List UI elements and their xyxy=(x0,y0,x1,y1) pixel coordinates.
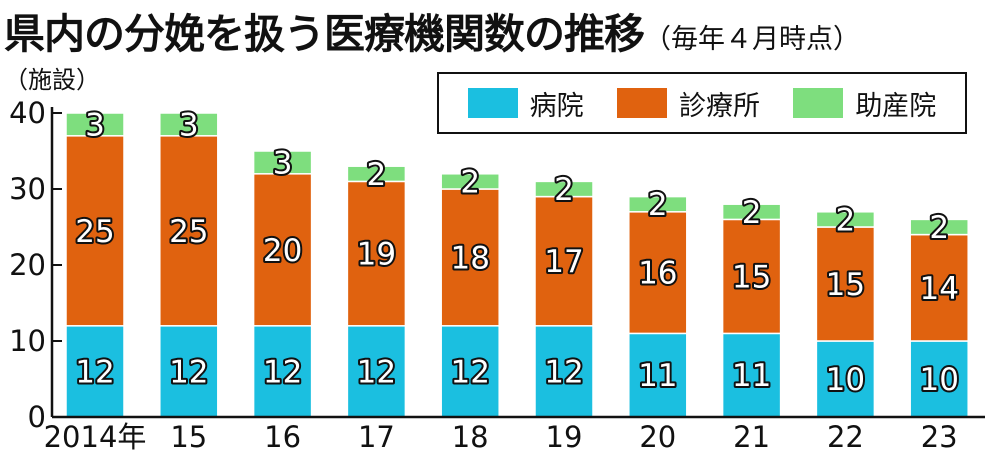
chart-subtitle: （毎年４月時点） xyxy=(644,24,860,55)
bar-midwifery xyxy=(815,211,876,228)
legend-label-midwifery: 助産院 xyxy=(855,90,937,122)
legend-swatch-clinic xyxy=(616,88,667,118)
bar-hospital xyxy=(65,325,125,418)
data-label-midwifery: 2 xyxy=(836,202,856,238)
bar-clinic xyxy=(909,233,969,342)
bar-midwifery xyxy=(721,203,782,221)
bar-hospital xyxy=(346,325,407,418)
y-tick-label: 30 xyxy=(9,172,46,206)
chart-title-row: 県内の分娩を扱う医療機関数の推移（毎年４月時点） xyxy=(4,0,996,58)
data-label-hospital: 12 xyxy=(169,354,208,390)
x-tick-label: 23 xyxy=(921,420,958,454)
bar-hospital xyxy=(815,340,876,418)
legend-label-hospital: 病院 xyxy=(529,90,584,122)
legend-swatch-midwifery xyxy=(793,88,844,118)
bar-hospital xyxy=(909,340,969,418)
y-tick-label: 10 xyxy=(9,324,46,358)
bar-hospital xyxy=(721,332,782,418)
x-tick-label: 15 xyxy=(170,420,207,454)
bar-clinic xyxy=(815,226,876,342)
data-label-clinic: 14 xyxy=(919,271,958,307)
data-label-midwifery: 3 xyxy=(85,107,105,143)
y-axis-unit-label: （施設） xyxy=(4,66,100,94)
bar-clinic xyxy=(346,180,407,327)
x-tick-label: 2014年 xyxy=(44,420,147,454)
legend: 病院 診療所 助産院 xyxy=(437,72,967,134)
bar-clinic xyxy=(440,188,500,327)
data-label-midwifery: 3 xyxy=(179,107,199,143)
data-label-hospital: 10 xyxy=(826,362,865,398)
bar-midwifery xyxy=(440,173,500,190)
data-label-midwifery: 2 xyxy=(460,164,480,200)
x-tick-label: 19 xyxy=(546,420,583,454)
data-label-clinic: 17 xyxy=(544,244,583,280)
data-label-hospital: 12 xyxy=(75,354,114,390)
data-label-clinic: 15 xyxy=(732,259,771,295)
bar-midwifery xyxy=(252,150,313,175)
x-tick-label: 18 xyxy=(452,420,489,454)
bar-hospital xyxy=(440,325,500,418)
data-label-hospital: 12 xyxy=(357,354,396,390)
data-label-hospital: 11 xyxy=(638,358,677,394)
y-tick-label: 40 xyxy=(9,96,46,130)
bar-clinic xyxy=(721,218,782,335)
data-label-midwifery: 2 xyxy=(648,187,668,223)
data-label-clinic: 19 xyxy=(357,237,396,273)
data-label-clinic: 18 xyxy=(450,240,489,276)
bar-midwifery xyxy=(534,180,594,198)
bar-clinic xyxy=(534,195,594,327)
data-label-hospital: 10 xyxy=(919,362,958,398)
bar-midwifery xyxy=(65,112,125,137)
legend-label-clinic: 診療所 xyxy=(678,90,760,122)
legend-item-midwifery: 助産院 xyxy=(793,84,936,123)
x-tick-label: 22 xyxy=(827,420,864,454)
data-label-hospital: 12 xyxy=(263,354,302,390)
x-tick-label: 16 xyxy=(264,420,301,454)
y-tick-label: 20 xyxy=(9,248,46,282)
x-tick-label: 20 xyxy=(639,420,676,454)
bar-clinic xyxy=(628,211,688,335)
bar-midwifery xyxy=(628,195,688,213)
data-label-midwifery: 2 xyxy=(554,172,574,208)
bar-midwifery xyxy=(346,165,407,183)
bar-clinic xyxy=(252,173,313,327)
data-label-midwifery: 2 xyxy=(929,210,949,246)
data-label-hospital: 12 xyxy=(544,354,583,390)
bar-clinic xyxy=(159,135,219,327)
x-tick-label: 21 xyxy=(733,420,770,454)
legend-item-hospital: 病院 xyxy=(467,84,584,123)
data-label-midwifery: 3 xyxy=(273,145,293,181)
data-label-clinic: 20 xyxy=(263,233,302,269)
bar-hospital xyxy=(252,325,313,418)
bar-midwifery xyxy=(909,218,969,236)
data-label-clinic: 25 xyxy=(169,214,208,250)
bar-midwifery xyxy=(159,112,219,137)
data-label-hospital: 12 xyxy=(450,354,489,390)
x-tick-label: 17 xyxy=(358,420,395,454)
legend-swatch-hospital xyxy=(467,88,518,118)
data-label-clinic: 15 xyxy=(826,267,865,303)
bar-clinic xyxy=(65,135,125,327)
data-label-hospital: 11 xyxy=(732,358,771,394)
data-label-midwifery: 2 xyxy=(367,157,387,193)
legend-item-clinic: 診療所 xyxy=(616,84,760,123)
data-label-clinic: 16 xyxy=(638,256,677,292)
y-tick-label: 0 xyxy=(28,400,46,434)
data-label-midwifery: 2 xyxy=(742,195,762,231)
bar-hospital xyxy=(534,325,594,418)
bar-hospital xyxy=(159,325,219,418)
chart-title: 県内の分娩を扱う医療機関数の推移 xyxy=(4,10,645,58)
bar-hospital xyxy=(628,332,688,418)
data-label-clinic: 25 xyxy=(75,214,114,250)
